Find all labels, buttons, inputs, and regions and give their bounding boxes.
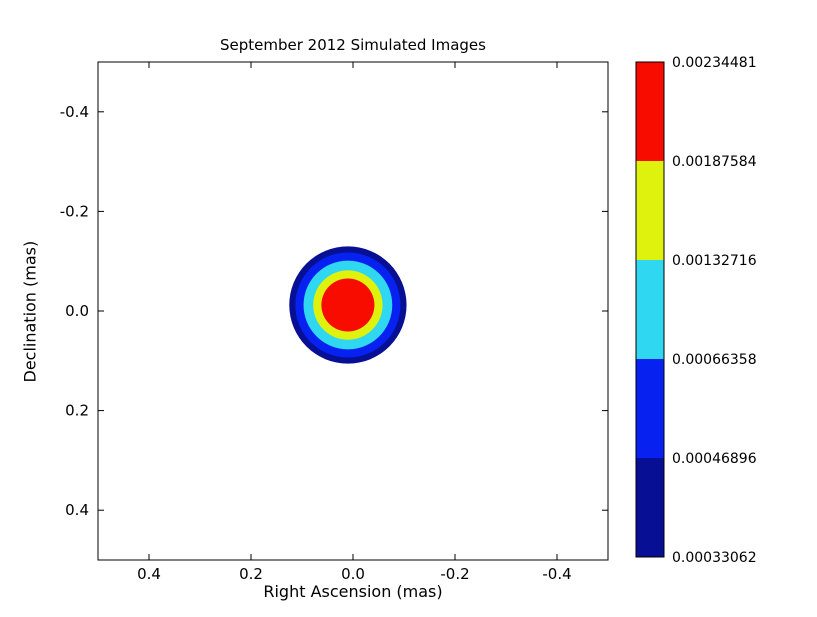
x-axis-label: Right Ascension (mas) — [263, 582, 443, 601]
colorbar-segment — [636, 62, 664, 162]
colorbar-segment — [636, 161, 664, 261]
y-tick-label: 0.0 — [65, 302, 89, 320]
colorbar-segment — [636, 458, 664, 558]
colorbar-segment — [636, 260, 664, 360]
colorbar-label: 0.00187584 — [672, 154, 757, 170]
y-tick-label: 0.4 — [65, 501, 89, 519]
y-tick-label: -0.2 — [60, 202, 89, 220]
colorbar-border — [635, 61, 665, 558]
colorbar-label: 0.00132716 — [672, 253, 757, 269]
colorbar-segment — [636, 359, 664, 459]
chart-title: September 2012 Simulated Images — [220, 36, 486, 54]
contour-ring — [321, 278, 375, 332]
colorbar-label: 0.00066358 — [672, 352, 757, 368]
x-tick-label: 0.0 — [341, 565, 365, 583]
x-tick-label: -0.2 — [440, 565, 469, 583]
colorbar-label: 0.00033062 — [672, 550, 757, 566]
y-axis-label: Declination (mas) — [20, 240, 40, 383]
colorbar-label: 0.00046896 — [672, 451, 757, 467]
x-tick-label: 0.4 — [137, 565, 161, 583]
y-tick-label: -0.4 — [60, 103, 89, 121]
x-tick-label: 0.2 — [239, 565, 263, 583]
colorbar-label: 0.00234481 — [672, 55, 757, 71]
x-tick-label: -0.4 — [542, 565, 571, 583]
y-tick-label: 0.2 — [65, 402, 89, 420]
